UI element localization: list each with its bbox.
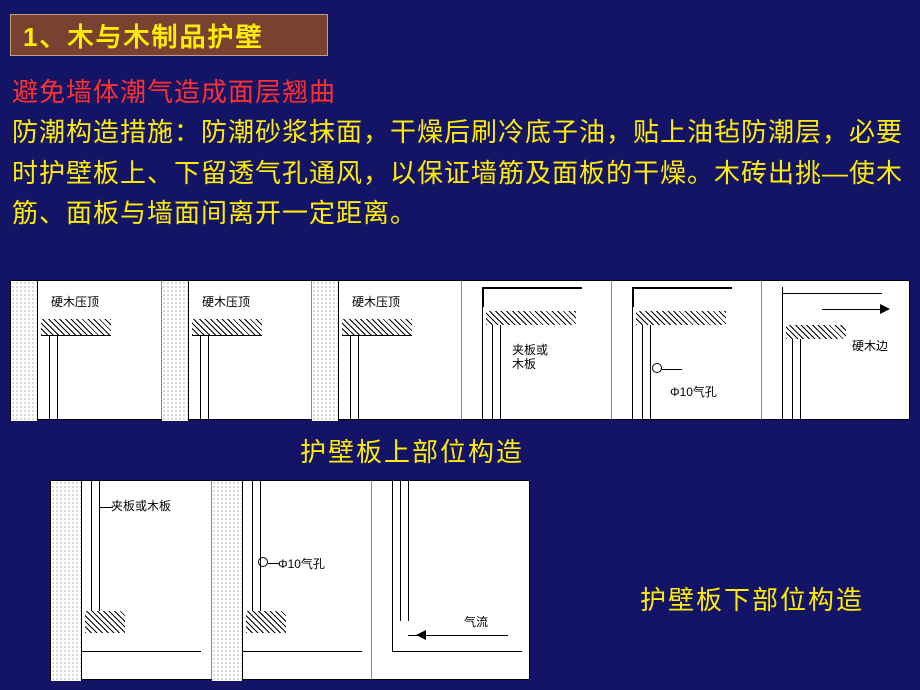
label-hardwood-cap: 硬木压顶 — [202, 293, 250, 310]
label-hardwood-cap: 硬木压顶 — [51, 293, 99, 310]
diagram-upper-strip: 硬木压顶 硬木压顶 硬木压顶 夹板或木板 Φ10气孔 — [10, 280, 910, 420]
label-plywood-inline: 夹板或木板 — [111, 497, 171, 514]
title-text: 1、木与木制品护壁 — [23, 17, 263, 54]
body-paragraph: 避免墙体潮气造成面层翘曲 防潮构造措施：防潮砂浆抹面，干燥后刷冷底子油，贴上油毡… — [12, 72, 908, 233]
title-banner: 1、木与木制品护壁 — [10, 14, 328, 56]
label-hardwood-edge: 硬木边 — [852, 337, 888, 354]
label-air-flow: 气流 — [464, 613, 488, 630]
caption-lower: 护壁板下部位构造 — [640, 580, 864, 617]
caption-upper: 护壁板上部位构造 — [300, 432, 524, 469]
label-plywood: 夹板或木板 — [512, 343, 548, 372]
label-air-hole: Φ10气孔 — [278, 555, 325, 572]
para-line-yellow: 防潮构造措施：防潮砂浆抹面，干燥后刷冷底子油，贴上油毡防潮层，必要时护壁板上、下… — [12, 112, 908, 233]
diagram-lower-strip: 夹板或木板 Φ10气孔 气流 — [50, 480, 530, 680]
label-air-hole: Φ10气孔 — [670, 383, 717, 400]
para-line-red: 避免墙体潮气造成面层翘曲 — [12, 72, 908, 112]
label-hardwood-cap: 硬木压顶 — [352, 293, 400, 310]
